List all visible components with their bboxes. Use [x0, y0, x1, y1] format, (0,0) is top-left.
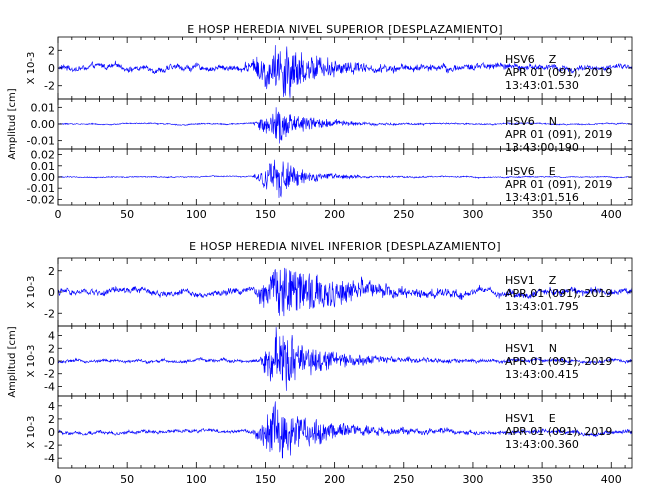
- station-code: HSV6: [505, 53, 535, 66]
- station-code: HSV1: [505, 412, 535, 425]
- y-axis-label: Amplitud [cm]: [7, 88, 18, 159]
- component-code: Z: [549, 274, 557, 287]
- y-tick-label: -2: [44, 80, 55, 93]
- record-time: 13:43:01.795: [505, 300, 579, 313]
- y-tick-label: 0.02: [31, 149, 56, 162]
- y-tick-label: -0.01: [27, 135, 55, 148]
- station-code: HSV6: [505, 115, 535, 128]
- record-date: APR 01 (091), 2019: [505, 355, 612, 368]
- y-scale-label: X 10-3: [26, 345, 37, 378]
- y-tick-label: 2: [48, 413, 55, 426]
- chart-2: E HOSP HEREDIA NIVEL INFERIOR [DESPLAZAM…: [7, 240, 633, 486]
- y-tick-label: -2: [44, 307, 55, 320]
- record-date: APR 01 (091), 2019: [505, 128, 612, 141]
- y-tick-label: 0.01: [31, 101, 56, 114]
- y-tick-label: 0.00: [31, 118, 56, 131]
- y-tick-label: 0.00: [31, 171, 56, 184]
- record-time: 13:43:00.190: [505, 141, 579, 154]
- x-tick-label: 350: [532, 208, 553, 221]
- y-tick-label: -2: [44, 368, 55, 381]
- y-scale-label: X 10-3: [26, 276, 37, 309]
- record-time: 13:43:00.360: [505, 438, 579, 451]
- station-label: HSV6 Z: [505, 53, 557, 66]
- chart-title: E HOSP HEREDIA NIVEL INFERIOR [DESPLAZAM…: [189, 240, 501, 253]
- record-date: APR 01 (091), 2019: [505, 66, 612, 79]
- y-tick-label: 0: [48, 355, 55, 368]
- y-tick-label: 2: [48, 44, 55, 57]
- x-tick-label: 300: [462, 473, 483, 486]
- x-tick-label: 50: [120, 473, 134, 486]
- station-code: HSV6: [505, 165, 535, 178]
- x-tick-label: 0: [55, 473, 62, 486]
- y-tick-label: 2: [48, 265, 55, 278]
- component-code: Z: [549, 53, 557, 66]
- record-time: 13:43:00.415: [505, 368, 579, 381]
- station-label: HSV1 Z: [505, 274, 557, 287]
- series-trace: [58, 267, 632, 317]
- x-tick-label: 250: [393, 208, 414, 221]
- x-tick-label: 150: [255, 473, 276, 486]
- x-tick-label: 200: [324, 473, 345, 486]
- x-tick-label: 100: [186, 473, 207, 486]
- x-tick-label: 350: [532, 473, 553, 486]
- record-date: APR 01 (091), 2019: [505, 425, 612, 438]
- station-label: HSV6 E: [505, 165, 556, 178]
- component-code: E: [549, 412, 556, 425]
- x-tick-label: 250: [393, 473, 414, 486]
- x-tick-label: 200: [324, 208, 345, 221]
- series-trace: [58, 45, 632, 98]
- y-tick-label: 0: [48, 62, 55, 75]
- x-tick-label: 100: [186, 208, 207, 221]
- series-trace: [58, 159, 632, 198]
- y-tick-label: -4: [44, 452, 55, 465]
- y-axis-label: Amplitud [cm]: [7, 326, 18, 397]
- record-time: 13:43:01.516: [505, 191, 579, 204]
- x-tick-label: 300: [462, 208, 483, 221]
- component-code: E: [549, 165, 556, 178]
- component-code: N: [549, 342, 557, 355]
- record-time: 13:43:01.530: [505, 79, 579, 92]
- y-tick-label: -2: [44, 439, 55, 452]
- x-tick-label: 400: [601, 473, 622, 486]
- x-tick-label: 400: [601, 208, 622, 221]
- y-tick-label: 0: [48, 426, 55, 439]
- y-scale-label: X 10-3: [26, 52, 37, 85]
- series-trace: [58, 107, 632, 144]
- y-tick-label: 4: [48, 330, 55, 343]
- record-date: APR 01 (091), 2019: [505, 287, 612, 300]
- y-tick-label: 4: [48, 400, 55, 413]
- y-scale-label: X 10-3: [26, 416, 37, 449]
- station-code: HSV1: [505, 274, 535, 287]
- series-trace: [58, 327, 632, 391]
- y-tick-label: -0.01: [27, 182, 55, 195]
- x-tick-label: 0: [55, 208, 62, 221]
- y-tick-label: 2: [48, 342, 55, 355]
- y-tick-label: -4: [44, 380, 55, 393]
- y-tick-label: 0.01: [31, 160, 56, 173]
- x-tick-label: 50: [120, 208, 134, 221]
- station-label: HSV1 E: [505, 412, 556, 425]
- record-date: APR 01 (091), 2019: [505, 178, 612, 191]
- y-tick-label: 0: [48, 286, 55, 299]
- station-label: HSV1 N: [505, 342, 557, 355]
- series-trace: [58, 401, 632, 459]
- chart-1: E HOSP HEREDIA NIVEL SUPERIOR [DESPLAZAM…: [7, 23, 633, 221]
- y-tick-label: -0.02: [27, 193, 55, 206]
- component-code: N: [549, 115, 557, 128]
- x-tick-label: 150: [255, 208, 276, 221]
- station-label: HSV6 N: [505, 115, 557, 128]
- chart-title: E HOSP HEREDIA NIVEL SUPERIOR [DESPLAZAM…: [187, 23, 503, 36]
- station-code: HSV1: [505, 342, 535, 355]
